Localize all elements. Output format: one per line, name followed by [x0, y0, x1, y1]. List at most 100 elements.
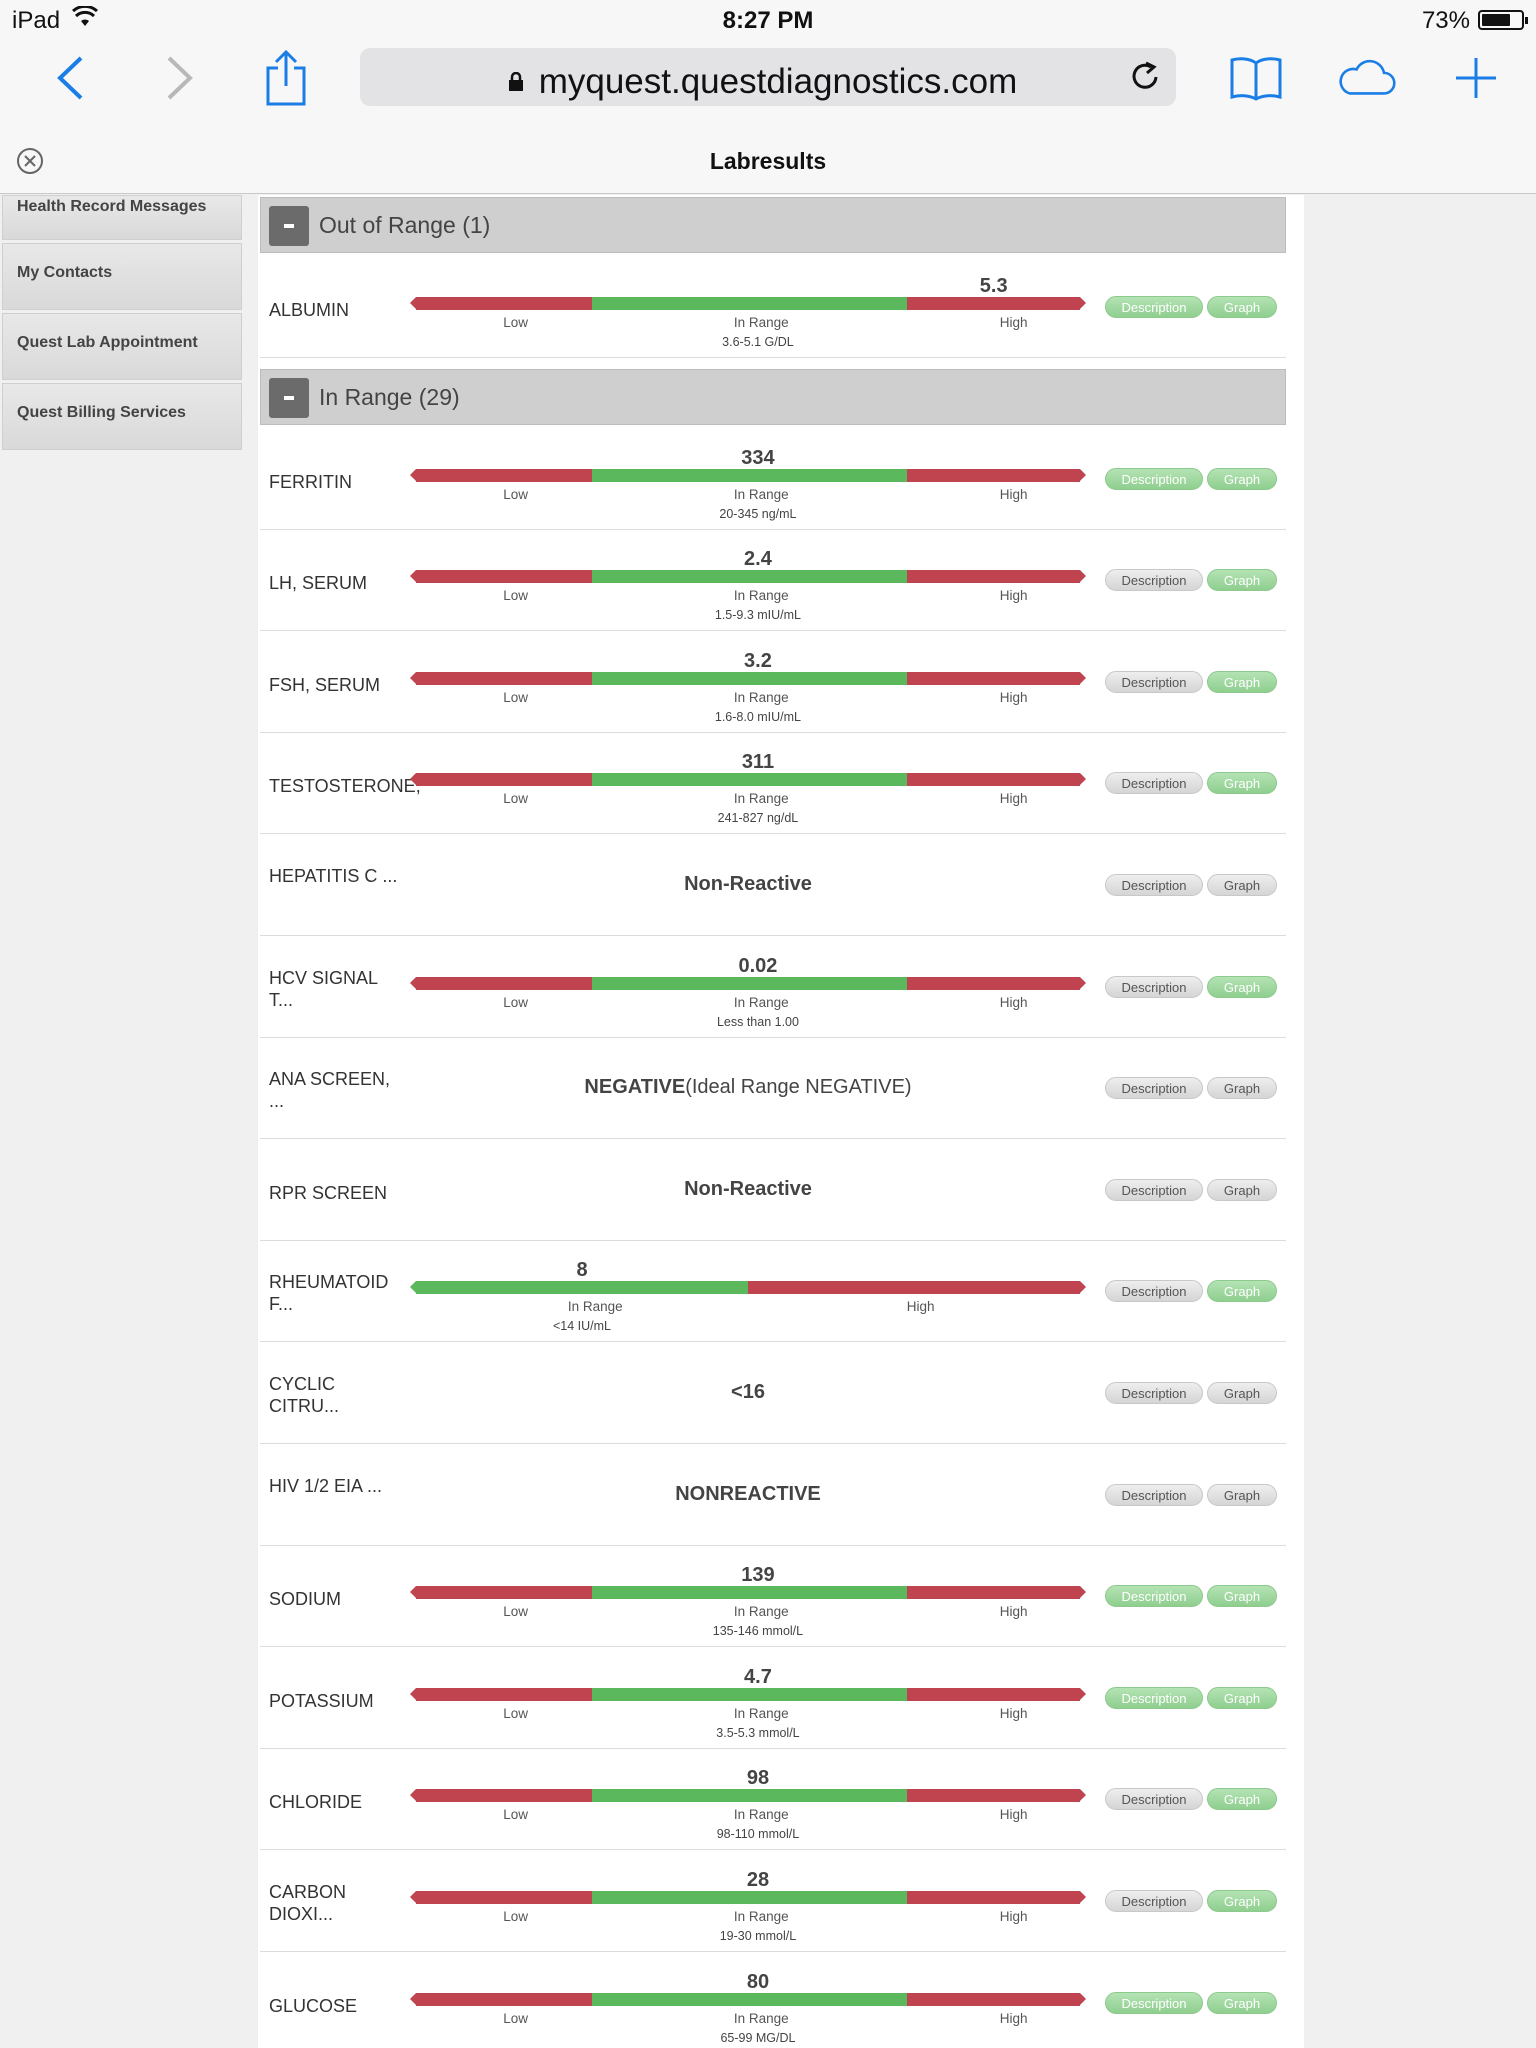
description-button[interactable]: Description	[1105, 467, 1203, 490]
collapse-icon[interactable]	[269, 206, 309, 246]
description-button[interactable]: Description	[1105, 296, 1203, 318]
sidebar-item-quest-billing-services[interactable]: Quest Billing Services	[2, 383, 242, 450]
test-name: FERRITIN	[269, 471, 352, 492]
collapse-icon[interactable]	[269, 377, 309, 418]
description-button[interactable]: Description	[1105, 1585, 1203, 1608]
range-bar	[410, 1586, 1086, 1600]
clock: 8:27 PM	[722, 7, 814, 34]
description-button[interactable]: Description	[1105, 1280, 1203, 1303]
low-label: Low	[503, 315, 528, 330]
high-label: High	[999, 1909, 1028, 1924]
description-button[interactable]: Description	[1105, 772, 1203, 795]
high-label: High	[999, 994, 1028, 1010]
reference-range: 98-110 mmol/L	[716, 1827, 800, 1842]
result-value: NONREACTIVE	[675, 1482, 821, 1505]
result-row-lh-serum: LH, SERUM Low In Range High 1.5-9.3 mIU/mL 2.…	[260, 530, 1286, 632]
range-normal-segment	[591, 1891, 908, 1904]
range-bar	[410, 1281, 1086, 1295]
share-icon[interactable]	[256, 48, 316, 108]
range-bar-right-tip	[1080, 1789, 1086, 1802]
graph-button[interactable]: Graph	[1207, 1585, 1277, 1608]
high-label: High	[999, 2010, 1028, 2026]
test-name: HIV 1/2 EIA ...	[269, 1475, 383, 1496]
graph-button[interactable]: Graph	[1207, 1686, 1277, 1709]
description-button[interactable]: Description	[1105, 1077, 1203, 1100]
section-header[interactable]: Out of Range (1)	[260, 197, 1286, 253]
lab-results-panel: Out of Range (1) ALBUMIN Low In Range High 3.…	[258, 195, 1304, 2048]
graph-button[interactable]: Graph	[1207, 772, 1277, 795]
range-bar-right-tip	[1080, 570, 1086, 583]
description-button[interactable]: Description	[1105, 975, 1203, 998]
description-button[interactable]: Description	[1105, 1788, 1203, 1811]
graph-button[interactable]: Graph	[1207, 1280, 1277, 1303]
back-icon[interactable]	[40, 48, 100, 108]
range-bar	[410, 773, 1086, 787]
section-header[interactable]: In Range (29)	[260, 368, 1286, 425]
low-label: Low	[503, 1604, 528, 1620]
range-normal-segment	[591, 570, 908, 584]
address-bar[interactable]: myquest.questdiagnostics.com	[360, 48, 1176, 106]
range-low-segment	[416, 671, 592, 685]
reference-range: 19-30 mmol/L	[719, 1929, 797, 1943]
test-name: HCV SIGNAL T...	[269, 967, 378, 1010]
battery-percent: 73%	[1421, 7, 1470, 34]
result-value: Non-Reactive	[684, 873, 812, 895]
description-button[interactable]: Description	[1105, 1178, 1203, 1201]
result-value: Non-Reactive	[684, 1177, 812, 1200]
graph-button[interactable]: Graph	[1207, 1991, 1277, 2014]
graph-button[interactable]: Graph	[1207, 1788, 1277, 1811]
graph-button[interactable]: Graph	[1207, 1178, 1277, 1201]
graph-button[interactable]: Graph	[1207, 296, 1277, 318]
result-value: NEGATIVE	[584, 1076, 686, 1099]
close-icon[interactable]	[16, 147, 44, 180]
device-name: iPad	[12, 7, 61, 34]
icloud-tabs-icon[interactable]	[1336, 48, 1396, 108]
graph-button[interactable]: Graph	[1207, 874, 1277, 896]
description-button[interactable]: Description	[1105, 1382, 1203, 1404]
bookmarks-icon[interactable]	[1226, 48, 1286, 108]
result-value: <16	[731, 1381, 765, 1403]
description-button[interactable]: Description	[1105, 1686, 1203, 1709]
forward-icon[interactable]	[150, 48, 210, 108]
range-normal-segment	[591, 671, 908, 685]
graph-button[interactable]: Graph	[1207, 1890, 1277, 1912]
sidebar-item-my-contacts[interactable]: My Contacts	[2, 243, 242, 310]
range-low-segment	[416, 297, 592, 310]
low-label: Low	[503, 1705, 528, 1721]
high-label: High	[999, 588, 1028, 604]
graph-button[interactable]: Graph	[1207, 1382, 1277, 1404]
result-text: NONREACTIVE	[416, 1483, 1080, 1506]
result-value: 98	[746, 1767, 770, 1790]
in-range-label: In Range	[733, 2010, 789, 2026]
graph-button[interactable]: Graph	[1207, 1483, 1277, 1506]
description-button[interactable]: Description	[1105, 1483, 1203, 1506]
sidebar-item-health-record-messages[interactable]: Health Record Messages	[2, 195, 242, 240]
range-low-segment	[416, 468, 592, 482]
graph-button[interactable]: Graph	[1207, 467, 1277, 490]
graph-button[interactable]: Graph	[1207, 670, 1277, 693]
low-label: Low	[503, 689, 528, 705]
graph-button[interactable]: Graph	[1207, 1077, 1277, 1100]
new-tab-icon[interactable]	[1446, 48, 1506, 108]
test-name: RHEUMATOID F...	[269, 1272, 389, 1315]
description-button[interactable]: Description	[1105, 670, 1203, 693]
result-value: 8	[576, 1259, 588, 1282]
graph-button[interactable]: Graph	[1207, 569, 1277, 592]
graph-button[interactable]: Graph	[1207, 975, 1277, 998]
reload-icon[interactable]	[1130, 60, 1162, 99]
description-button[interactable]: Description	[1105, 569, 1203, 592]
result-row-hcv-signal-t: HCV SIGNAL T... Low In Range High Less than …	[260, 936, 1286, 1038]
test-name: POTASSIUM	[269, 1690, 374, 1711]
description-button[interactable]: Description	[1105, 1991, 1203, 2014]
reference-range: 1.5-9.3 mIU/mL	[714, 608, 802, 623]
range-bar-right-tip	[1080, 1586, 1086, 1599]
result-value: 139	[741, 1564, 775, 1587]
description-button[interactable]: Description	[1105, 1890, 1203, 1912]
description-button[interactable]: Description	[1105, 874, 1203, 896]
range-bar-left-tip	[410, 1789, 416, 1802]
result-value: 334	[741, 446, 775, 469]
range-low-segment	[416, 570, 592, 584]
range-high-segment	[907, 773, 1080, 787]
reference-range: 3.6-5.1 G/DL	[722, 335, 794, 349]
sidebar-item-quest-lab-appointment[interactable]: Quest Lab Appointment	[2, 313, 242, 380]
